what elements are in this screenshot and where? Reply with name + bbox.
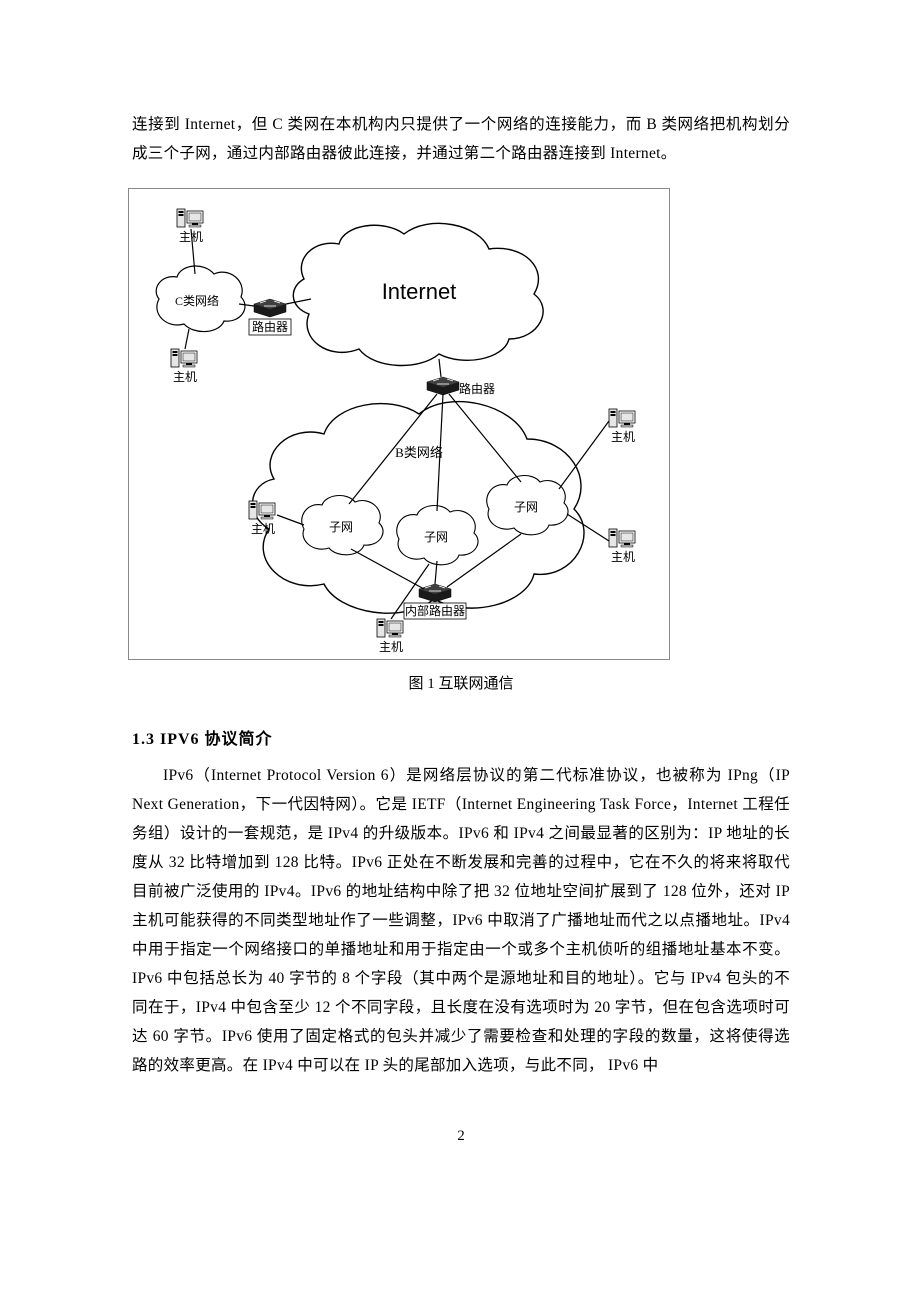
host-icon	[609, 529, 635, 547]
subnet-1-label: 子网	[329, 520, 353, 534]
host-label: 主机	[379, 640, 403, 654]
network-diagram-svg: Internet C类网络 B类网络 子网 子网 子网 主机	[129, 189, 669, 659]
router-icon	[419, 584, 451, 602]
host-label: 主机	[173, 370, 197, 384]
host-icon	[171, 349, 197, 367]
router-label: 路由器	[252, 319, 288, 334]
host-icon	[249, 501, 275, 519]
figure-1-box: Internet C类网络 B类网络 子网 子网 子网 主机	[128, 188, 670, 660]
host-icon	[377, 619, 403, 637]
intro-paragraph: 连接到 Internet，但 C 类网在本机构内只提供了一个网络的连接能力，而 …	[132, 110, 790, 168]
host-label: 主机	[251, 522, 275, 536]
subnet-3-label: 子网	[514, 500, 538, 514]
router-label: 路由器	[459, 381, 495, 396]
host-label: 主机	[611, 550, 635, 564]
host-icon	[609, 409, 635, 427]
page-container: 连接到 Internet，但 C 类网在本机构内只提供了一个网络的连接能力，而 …	[0, 0, 920, 1205]
figure-1: Internet C类网络 B类网络 子网 子网 子网 主机	[132, 188, 790, 693]
figure-1-caption: 图 1 互联网通信	[132, 672, 790, 693]
section-1-3-heading: 1.3 IPV6 协议简介	[132, 725, 790, 749]
host-label: 主机	[611, 430, 635, 444]
host-icon	[177, 209, 203, 227]
c-network-label: C类网络	[175, 293, 219, 308]
internet-label: Internet	[382, 279, 457, 304]
section-1-3-body: IPv6（Internet Protocol Version 6）是网络层协议的…	[132, 761, 790, 1080]
router-icon	[427, 377, 459, 395]
b-network-label: B类网络	[395, 445, 443, 460]
router-icon	[254, 299, 286, 317]
internal-router-label: 内部路由器	[405, 603, 465, 618]
page-number: 2	[132, 1128, 790, 1145]
subnet-2-label: 子网	[424, 530, 448, 544]
